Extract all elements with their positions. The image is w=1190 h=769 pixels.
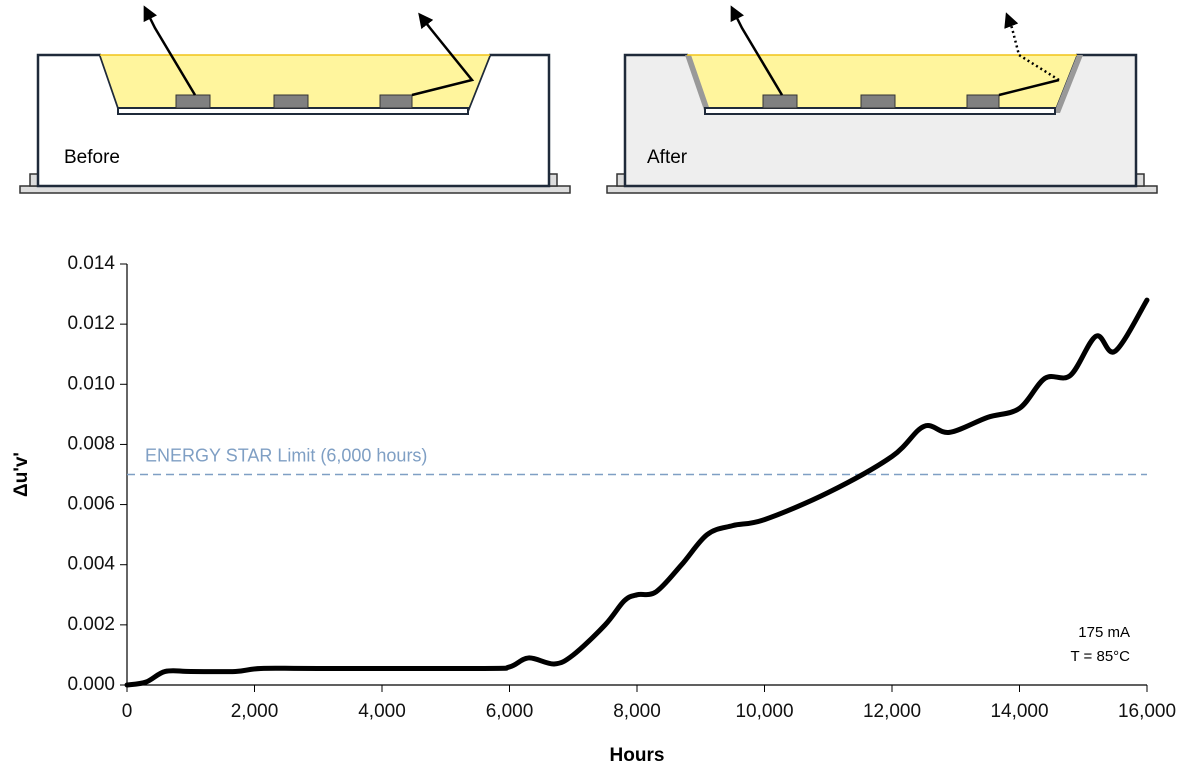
panel-label: After: [647, 147, 688, 168]
y-tick-label: 0.010: [67, 373, 115, 394]
y-tick-label: 0.008: [67, 433, 115, 454]
reference-label: ENERGY STAR Limit (6,000 hours): [145, 445, 427, 465]
chart: 0.000 0.002 0.004 0.006 0.008 0.010 0.012 0.014…: [11, 253, 1176, 766]
y-tick-label: 0.000: [67, 674, 115, 695]
after-diagram: After: [606, 5, 1158, 194]
before-diagram: Before: [19, 5, 571, 194]
y-tick-label: 0.012: [67, 313, 115, 334]
annotation: T = 85°C: [1070, 648, 1130, 665]
x-tick-label: 2,000: [231, 701, 279, 722]
y-tick-label: 0.014: [67, 253, 115, 274]
data-line: [124, 297, 1150, 688]
x-tick-label: 0: [122, 701, 133, 722]
x-tick-label: 8,000: [613, 701, 661, 722]
x-tick-label: 4,000: [358, 701, 406, 722]
x-tick-label: 10,000: [735, 701, 793, 722]
x-tick-label: 6,000: [486, 701, 534, 722]
y-axis-label: Δu'v': [11, 452, 32, 497]
x-tick-label: 14,000: [990, 701, 1048, 722]
x-tick-label: 12,000: [863, 701, 921, 722]
y-tick-label: 0.002: [67, 614, 115, 635]
annotation: 175 mA: [1078, 624, 1130, 641]
y-tick-label: 0.006: [67, 494, 115, 515]
x-tick-label: 16,000: [1118, 701, 1176, 722]
y-tick-label: 0.004: [67, 554, 115, 575]
panel-label: Before: [64, 147, 120, 168]
x-axis-label: Hours: [610, 745, 665, 766]
